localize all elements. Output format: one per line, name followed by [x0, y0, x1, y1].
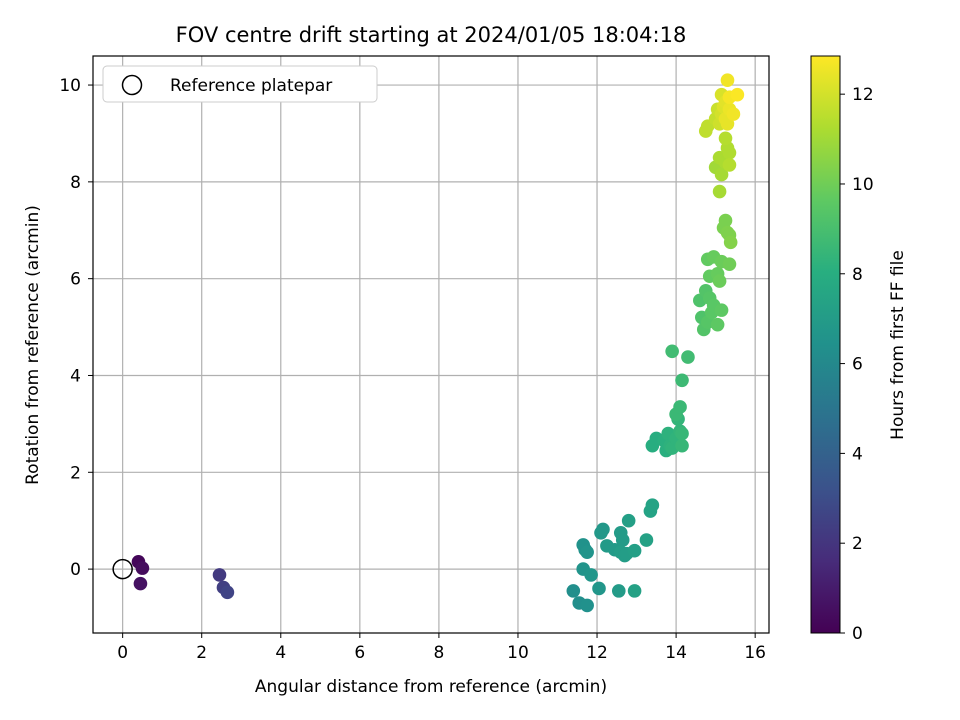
x-tick-label: 8: [433, 643, 444, 663]
data-point: [584, 568, 598, 582]
data-point: [627, 543, 642, 558]
data-point: [627, 584, 642, 598]
legend-entry-label: Reference platepar: [170, 76, 332, 96]
data-point: [615, 533, 630, 547]
data-point: [621, 513, 636, 528]
y-axis-label: Rotation from reference (arcmin): [23, 205, 43, 485]
data-point: [673, 400, 687, 414]
data-point: [580, 598, 594, 613]
colorbar-tick-label: 12: [852, 85, 874, 105]
x-tick-label: 16: [744, 643, 766, 663]
data-point: [726, 107, 741, 121]
data-point: [730, 87, 745, 102]
data-point: [722, 146, 737, 160]
legend-box: [102, 65, 378, 103]
y-tick-label: 0: [70, 560, 81, 580]
data-point: [675, 438, 689, 453]
chart-title: FOV centre drift starting at 2024/01/05 …: [176, 23, 687, 47]
x-tick-label: 0: [117, 643, 128, 663]
colorbar-tick-label: 2: [852, 534, 863, 554]
x-tick-label: 10: [507, 643, 529, 663]
plot-frame: [92, 55, 770, 634]
data-point: [714, 167, 729, 182]
data-point: [212, 568, 227, 582]
data-point: [718, 213, 733, 228]
y-axis-ticks: 0 2 4 6 8 10: [59, 76, 93, 580]
colorbar-tick-label: 0: [852, 624, 863, 644]
data-point: [723, 235, 738, 250]
legend-marker-icon: [121, 74, 143, 96]
data-point: [681, 350, 695, 364]
data-point: [710, 317, 725, 332]
data-point: [714, 303, 729, 317]
colorbar-label: Hours from first FF file: [888, 250, 908, 440]
x-tick-label: 2: [196, 643, 207, 663]
data-point: [596, 522, 610, 537]
x-tick-label: 4: [275, 643, 286, 663]
colorbar-tick-label: 10: [852, 175, 874, 195]
x-axis-label: Angular distance from reference (arcmin): [255, 677, 607, 697]
colorbar-tick-label: 6: [852, 355, 863, 375]
colorbar: 0 2 4 6 8 10 12 Hours from first FF file: [810, 55, 908, 644]
data-point: [722, 257, 737, 271]
x-tick-label: 6: [354, 643, 365, 663]
data-point: [135, 561, 150, 575]
reference-layer: [112, 558, 133, 580]
reference-point-marker: [112, 558, 133, 580]
y-tick-label: 2: [70, 463, 81, 483]
colorbar-tick-label: 8: [852, 265, 863, 285]
data-point: [220, 585, 235, 600]
data-point: [592, 581, 606, 596]
colorbar-tick-label: 4: [852, 444, 863, 464]
grid: [93, 56, 769, 633]
data-points: [131, 73, 745, 613]
data-point: [645, 498, 660, 513]
y-tick-label: 10: [59, 76, 81, 96]
data-point: [611, 584, 626, 598]
data-point: [580, 545, 594, 559]
y-tick-label: 4: [70, 366, 81, 386]
data-point: [566, 584, 581, 598]
y-tick-label: 6: [70, 270, 81, 290]
data-point: [133, 576, 148, 591]
colorbar-gradient: [810, 55, 841, 634]
data-point: [720, 73, 735, 88]
y-tick-label: 8: [70, 173, 81, 193]
data-point: [718, 131, 733, 146]
data-point: [665, 344, 679, 359]
data-point: [712, 274, 727, 288]
data-point: [712, 184, 727, 199]
x-axis-ticks: 0 2 4 6 8 10 12 14 16: [117, 633, 766, 663]
data-point: [639, 533, 654, 547]
x-tick-label: 14: [665, 643, 687, 663]
colorbar-ticks: 0 2 4 6 8 10 12: [840, 85, 874, 644]
data-point: [675, 426, 689, 441]
data-point: [675, 373, 689, 388]
legend: Reference platepar: [102, 65, 378, 103]
data-point: [722, 158, 737, 172]
x-tick-label: 12: [586, 643, 608, 663]
